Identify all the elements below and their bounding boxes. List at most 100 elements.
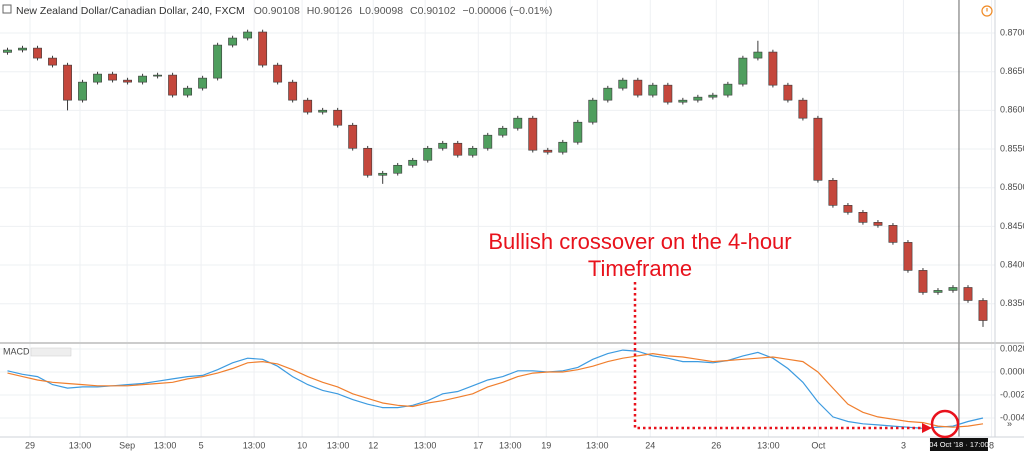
annotation: Timeframe [588,256,692,281]
candle-body [753,51,763,59]
candle-body [153,74,163,77]
y-tick-label: -0.0040 [1000,412,1024,422]
candle-body [318,109,328,113]
x-tick-label: 13:00 [499,440,522,450]
symbol-icon[interactable] [2,4,12,14]
x-tick-label: 13:00 [327,440,350,450]
candle-body [813,117,823,181]
arrow-head [922,423,932,433]
candle-body [783,84,793,101]
candle-body [708,94,718,98]
x-tick-label: 26 [711,440,721,450]
x-tick-label: Oct [811,440,826,450]
ohlc-value: 0.90102 [418,5,456,17]
candle-body [78,81,87,101]
x-tick-label: 10 [297,440,307,450]
candle-body [468,147,478,156]
candle-body [213,44,223,79]
candle-body [333,109,343,126]
candle-body [798,99,808,119]
candle-body [228,37,238,46]
candle-body [63,64,72,101]
x-tick-label: 13:00 [757,440,780,450]
ohlc-label: C [410,5,418,17]
scroll-button[interactable]: » [1007,418,1012,428]
candle-body [438,142,448,149]
ohlc-value: 0.90126 [314,5,352,17]
ohlc-value: 0.90098 [365,5,403,17]
candle-body [678,99,688,103]
candle-body [738,57,748,85]
crosshair-label: 04 Oct '18 · 17:00 [929,440,988,449]
candle-body [603,87,613,101]
candle-body [618,79,628,89]
candle-body [948,287,958,291]
candle-body [663,84,673,103]
annotation: Bullish crossover on the 4-hour [488,229,791,254]
indicator-title: MACD [3,346,30,356]
candle-body [768,51,778,86]
ohlc-label: H [307,5,315,17]
candle-body [828,179,838,206]
candle-body [483,134,493,149]
highlight-circle [930,409,960,439]
candle-body [243,31,253,39]
candle-body [918,270,928,293]
y-tick-label: 0.85000 [1000,182,1024,192]
macd-line [7,349,984,430]
candle-body [348,124,358,149]
x-tick-label: 13:00 [154,440,177,450]
candle-body [303,99,313,113]
y-tick-label: 0.83500 [1000,298,1024,308]
candle-body [543,149,553,153]
candle-body [183,87,193,96]
candle-body [123,79,132,83]
y-tick-label: 0.86000 [1000,105,1024,115]
x-tick-label: Sep [119,440,135,450]
candle-body [723,83,733,96]
x-tick-label: 29 [25,440,35,450]
candle-body [108,73,117,81]
x-tick-label: 5 [199,440,204,450]
ohlc-label: O [254,5,262,17]
grid [0,0,995,437]
candle-body [963,287,973,301]
candle-body [258,31,268,66]
x-tick-label: 13:00 [586,440,609,450]
candle-body [453,142,463,156]
candle-body [198,77,208,89]
crosshair-label-box [929,438,988,451]
x-tick-label: 8 [989,440,994,450]
candle-body [903,242,913,271]
candle-body [558,141,568,153]
x-tick-label: 12 [368,440,378,450]
x-tick-label: 17 [473,440,483,450]
candle-body [858,211,868,223]
candle-body [48,57,57,66]
candle-body [393,164,403,174]
candle-body [573,121,583,143]
candle-body [3,49,12,53]
candle-body [693,96,703,101]
candle-body [513,117,523,129]
candle-body [888,225,898,243]
y-tick-label: 0.86500 [1000,66,1024,76]
candle-body [363,147,373,176]
candle-body [933,290,943,293]
candle-body [423,147,433,161]
candle-body [408,159,418,166]
candle-body [18,47,27,51]
alert-icon[interactable] [981,5,993,17]
x-tick-label: 19 [541,440,551,450]
indicator-buttons[interactable] [30,347,72,357]
x-tick-label: 13:00 [69,440,92,450]
y-tick-label: 0.84500 [1000,221,1024,231]
y-tick-label: 0.85500 [1000,143,1024,153]
candle-body [378,172,388,176]
x-tick-label: 13:00 [243,440,266,450]
change: −0.00006 (−0.01%) [462,5,552,17]
candle-body [843,205,853,213]
candle-body [273,64,283,83]
